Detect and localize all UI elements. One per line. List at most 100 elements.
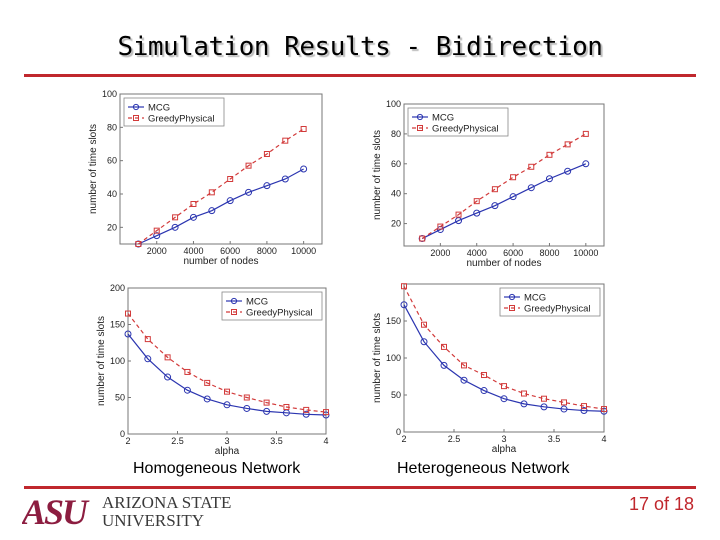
chart-svg: 2 2.5 3 3.5 4 0 50 100 150 alpha number of time sl… <box>372 283 608 455</box>
y-axis-label: number of time slots <box>96 316 107 406</box>
x-tick-label: 3.5 <box>270 436 283 446</box>
data-point-greedyphysical <box>546 151 553 158</box>
data-point-greedyphysical <box>582 130 589 137</box>
y-tick-label: 100 <box>110 356 125 366</box>
data-point-greedyphysical <box>243 394 250 401</box>
data-point-mcg <box>520 400 528 408</box>
chart-heterogeneous-nodes: 2000 4000 6000 8000 10000 20 40 60 80 100 number o… <box>362 90 612 274</box>
series-line-mcg <box>421 163 587 240</box>
chart-homogeneous-alpha: 2 2.5 3 3.5 4 0 50 100 150 200 alpha number of time… <box>86 282 332 464</box>
x-tick-label: 2000 <box>147 246 167 256</box>
legend-label: MCG <box>432 113 454 124</box>
legend-marker <box>508 293 516 301</box>
x-tick-label: 10000 <box>291 246 316 256</box>
data-point-greedyphysical <box>303 406 310 413</box>
x-tick-label: 8000 <box>539 248 559 258</box>
x-tick-label: 4 <box>323 436 328 446</box>
data-point-mcg <box>203 395 211 403</box>
legend-label: MCG <box>148 103 170 114</box>
data-point-greedyphysical <box>473 198 480 205</box>
y-tick-label: 0 <box>120 429 125 439</box>
legend-label: MCG <box>246 297 268 308</box>
legend-label: GreedyPhysical <box>148 114 215 125</box>
data-point-greedyphysical <box>461 362 467 369</box>
y-tick-label: 80 <box>107 122 117 132</box>
data-point-mcg <box>124 330 132 338</box>
data-point-mcg <box>509 193 517 201</box>
series-line-greedyphysical <box>138 128 304 245</box>
chart-svg: 2 2.5 3 3.5 4 0 50 100 150 200 alpha number of time… <box>96 283 330 457</box>
data-point-mcg <box>480 387 488 395</box>
data-point-greedyphysical <box>437 223 444 230</box>
series-line-greedyphysical <box>421 133 587 240</box>
data-point-mcg <box>263 182 271 190</box>
data-point-mcg <box>281 175 289 183</box>
data-point-greedyphysical <box>135 241 142 247</box>
data-point-mcg <box>208 207 216 215</box>
data-point-greedyphysical <box>184 368 191 375</box>
data-point-greedyphysical <box>601 406 607 413</box>
y-tick-label: 20 <box>107 222 117 232</box>
data-point-mcg <box>540 403 548 411</box>
legend-marker <box>416 113 424 121</box>
data-point-mcg <box>473 209 481 217</box>
x-axis-label: alpha <box>215 446 240 457</box>
data-point-mcg <box>460 376 468 384</box>
data-point-greedyphysical <box>300 126 307 132</box>
legend-marker <box>132 103 140 111</box>
data-point-greedyphysical <box>125 310 131 317</box>
slide-title: Simulation Results - Bidirection <box>117 32 603 62</box>
x-axis-label: alpha <box>492 444 517 455</box>
chart-heterogeneous-alpha: 2 2.5 3 3.5 4 0 50 100 150 alpha number of time sl… <box>364 274 614 460</box>
data-point-mcg <box>545 175 553 183</box>
chart-svg: 2000 4000 6000 8000 10000 20 40 60 80 100 number o… <box>88 89 323 267</box>
data-point-greedyphysical <box>561 399 567 406</box>
legend-box <box>221 291 323 321</box>
data-point-mcg <box>223 401 231 409</box>
y-tick-label: 50 <box>391 390 401 400</box>
legend-label: GreedyPhysical <box>432 124 499 135</box>
legend-marker <box>509 305 515 311</box>
y-tick-label: 100 <box>386 99 401 109</box>
data-point-mcg <box>491 202 499 210</box>
data-point-greedyphysical <box>283 403 290 410</box>
data-point-mcg <box>263 407 271 415</box>
y-tick-label: 40 <box>107 189 117 199</box>
series-line-greedyphysical <box>127 313 327 413</box>
x-tick-label: 4000 <box>467 248 487 258</box>
y-tick-label: 20 <box>391 219 401 229</box>
y-tick-label: 80 <box>391 129 401 139</box>
data-point-mcg <box>440 361 448 369</box>
data-point-greedyphysical <box>224 388 230 395</box>
data-point-mcg <box>183 386 191 394</box>
data-point-greedyphysical <box>204 379 211 386</box>
data-point-mcg <box>527 184 535 192</box>
data-point-greedyphysical <box>455 211 462 218</box>
data-point-greedyphysical <box>521 390 527 397</box>
y-tick-label: 200 <box>110 283 125 293</box>
data-point-greedyphysical <box>419 235 426 242</box>
x-tick-label: 6000 <box>503 248 523 258</box>
data-point-mcg <box>582 160 590 168</box>
data-point-mcg <box>400 301 408 309</box>
legend-label: GreedyPhysical <box>246 308 313 319</box>
data-point-mcg <box>302 410 310 418</box>
x-tick-label: 2.5 <box>171 436 184 446</box>
legend-marker <box>133 115 139 121</box>
x-axis-label: number of nodes <box>183 256 258 267</box>
series-line-greedyphysical <box>403 285 605 410</box>
legend-label: MCG <box>524 293 546 304</box>
series-line-mcg <box>127 333 327 416</box>
data-point-greedyphysical <box>401 283 407 290</box>
data-point-mcg <box>420 338 428 346</box>
y-tick-label: 60 <box>107 156 117 166</box>
y-tick-label: 50 <box>115 393 125 403</box>
y-tick-label: 100 <box>386 353 401 363</box>
data-point-mcg <box>580 407 588 415</box>
data-point-mcg <box>226 197 234 205</box>
data-point-mcg <box>500 395 508 403</box>
data-point-greedyphysical <box>528 163 535 170</box>
page-number: 17 of 18 <box>628 494 694 514</box>
data-point-greedyphysical <box>581 403 587 410</box>
